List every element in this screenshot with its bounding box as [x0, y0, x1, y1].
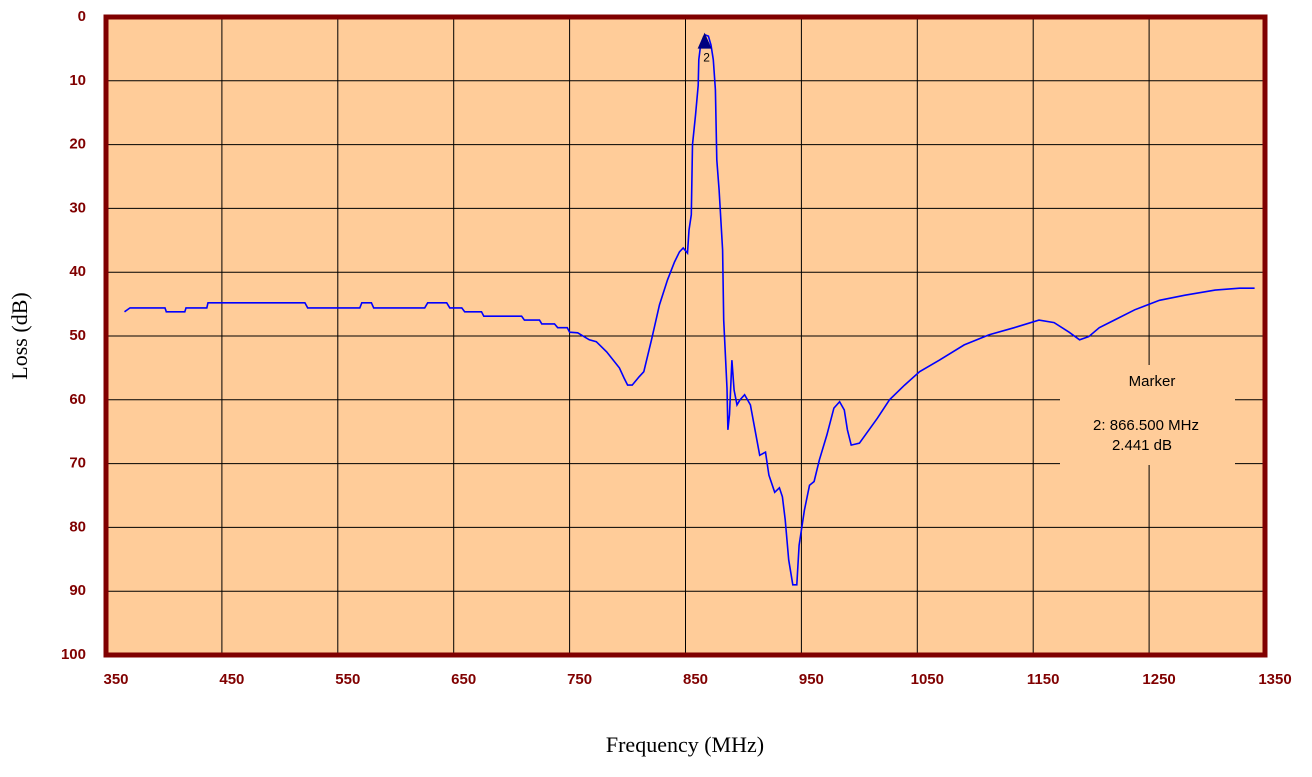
- x-tick-label: 850: [683, 671, 708, 688]
- plot-border: [103, 14, 1268, 658]
- y-tick-label: 20: [69, 136, 86, 153]
- x-tick-label: 450: [219, 671, 244, 688]
- y-tick-label: 70: [69, 455, 86, 472]
- y-tick-label: 10: [69, 72, 86, 89]
- marker: [697, 32, 712, 49]
- marker-box: [1060, 365, 1235, 465]
- x-tick-label: 950: [799, 671, 824, 688]
- x-tick-label: 1250: [1142, 671, 1175, 688]
- y-tick-label: 60: [69, 391, 86, 408]
- x-tick-label: 1350: [1258, 671, 1291, 688]
- x-tick-label: 350: [103, 671, 128, 688]
- marker-label: 2: [703, 51, 710, 65]
- series-line: [124, 33, 1255, 586]
- y-tick-label: 100: [61, 646, 86, 663]
- y-tick-label: 30: [69, 199, 86, 216]
- x-tick-label: 750: [567, 671, 592, 688]
- x-axis-title: Frequency (MHz): [606, 732, 764, 757]
- marker-loss: 2.441 dB: [1112, 437, 1172, 454]
- y-tick-label: 50: [69, 327, 86, 344]
- x-tick-label: 1150: [1027, 671, 1060, 688]
- plot: 2: [124, 32, 1255, 586]
- y-tick-label: 0: [78, 8, 86, 25]
- y-tick-label: 80: [69, 518, 86, 535]
- marker-freq: 2: 866.500 MHz: [1093, 417, 1199, 434]
- x-tick-label: 550: [335, 671, 360, 688]
- y-tick-label: 40: [69, 263, 86, 280]
- marker-title: Marker: [1129, 373, 1176, 390]
- y-axis-title: Loss (dB): [7, 292, 32, 379]
- y-tick-label: 90: [69, 582, 86, 599]
- x-tick-label: 650: [451, 671, 476, 688]
- x-tick-label: 1050: [911, 671, 944, 688]
